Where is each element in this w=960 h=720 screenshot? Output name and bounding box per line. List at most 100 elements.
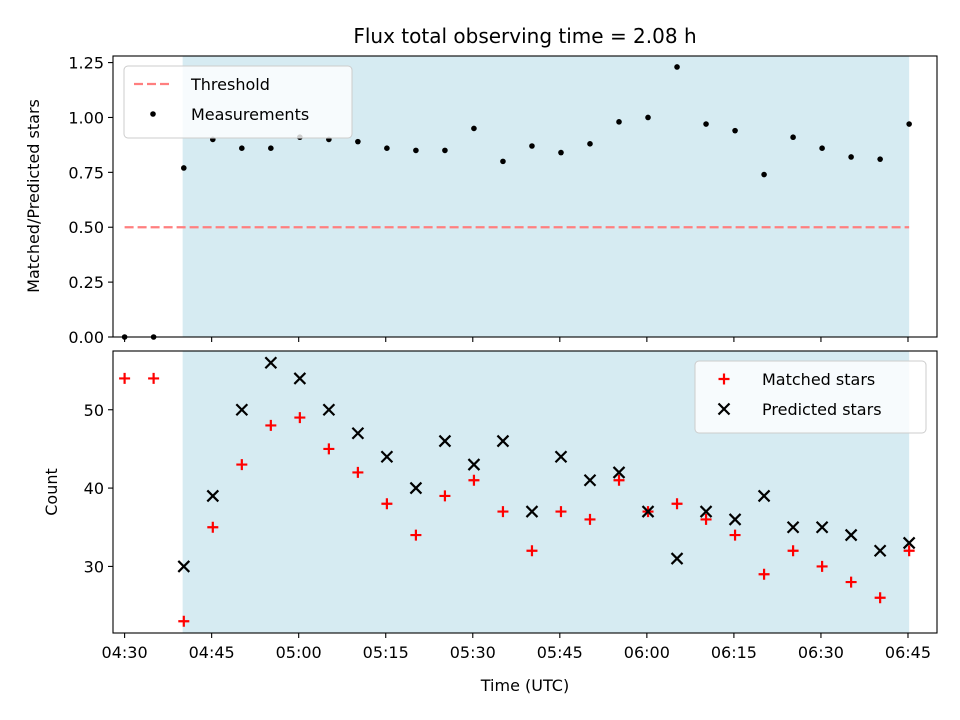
series-1-point-7 bbox=[322, 403, 336, 417]
y-tick-label-1: 0.25 bbox=[68, 273, 104, 292]
legend-swatch-1 bbox=[717, 402, 731, 416]
series-0-point-8 bbox=[355, 138, 361, 145]
series-0-point-14 bbox=[526, 545, 538, 557]
legend-swatch-0 bbox=[718, 373, 730, 385]
y-tick-label-1: 40 bbox=[84, 479, 104, 498]
series-1-point-4 bbox=[235, 403, 249, 417]
series-1-point-8 bbox=[351, 426, 365, 440]
y-tick-label-0: 0.00 bbox=[68, 328, 104, 347]
series-1-point-19 bbox=[670, 552, 684, 565]
series-0-point-5 bbox=[268, 145, 274, 152]
series-1-point-15 bbox=[554, 450, 568, 464]
series-1-point-27 bbox=[902, 536, 916, 550]
y-tick-label-2: 0.50 bbox=[68, 218, 104, 237]
series-0-point-3 bbox=[207, 521, 219, 533]
series-1-point-23 bbox=[786, 520, 800, 534]
series-0-point-20 bbox=[700, 513, 712, 525]
series-0-point-27 bbox=[903, 545, 915, 557]
y-tick-label-5: 1.25 bbox=[68, 54, 104, 73]
series-0-point-2 bbox=[178, 615, 190, 627]
series-0-point-21 bbox=[732, 127, 738, 134]
series-0-point-17 bbox=[616, 119, 622, 125]
x-tick-label-7: 06:15 bbox=[711, 643, 757, 662]
series-1-point-22 bbox=[757, 489, 771, 503]
series-1-point-6 bbox=[293, 372, 307, 385]
legend-label-1: Measurements bbox=[191, 105, 309, 124]
series-0-point-22 bbox=[761, 171, 767, 178]
series-1-point-21 bbox=[728, 513, 742, 526]
series-0-point-10 bbox=[410, 529, 422, 541]
series-0-point-26 bbox=[877, 156, 883, 162]
y-tick-label-2: 50 bbox=[84, 401, 104, 420]
series-1-point-25 bbox=[844, 528, 858, 542]
legend-box bbox=[694, 360, 927, 434]
series-0-point-6 bbox=[294, 412, 306, 424]
series-0-point-1 bbox=[148, 372, 160, 384]
series-0-point-5 bbox=[265, 419, 277, 431]
series-0-point-14 bbox=[529, 143, 535, 149]
series-0-point-19 bbox=[674, 64, 680, 70]
series-1-point-14 bbox=[525, 505, 539, 518]
series-1-point-26 bbox=[873, 544, 887, 558]
series-0-point-22 bbox=[758, 568, 770, 580]
series-1-point-11 bbox=[438, 434, 452, 448]
series-0-point-16 bbox=[587, 141, 593, 147]
series-0-point-4 bbox=[236, 459, 248, 471]
series-0-point-25 bbox=[848, 154, 854, 160]
series-0-point-12 bbox=[468, 474, 480, 486]
series-0-point-21 bbox=[729, 529, 741, 541]
x-tick-label-6: 06:00 bbox=[624, 643, 670, 662]
series-0-point-20 bbox=[703, 121, 709, 127]
series-0-point-24 bbox=[816, 560, 828, 572]
series-0-point-13 bbox=[497, 506, 509, 518]
x-tick-label-4: 05:30 bbox=[450, 643, 496, 662]
series-0-point-15 bbox=[555, 506, 567, 518]
x-axis-label: Time (UTC) bbox=[480, 676, 569, 695]
series-0-point-17 bbox=[613, 474, 625, 486]
x-tick-label-0: 04:30 bbox=[102, 643, 148, 662]
series-0-point-25 bbox=[845, 576, 857, 588]
series-0-point-24 bbox=[819, 145, 825, 152]
series-1-point-24 bbox=[815, 520, 829, 534]
series-0-point-7 bbox=[323, 443, 335, 455]
axes-frame bbox=[112, 55, 938, 338]
series-1-point-2 bbox=[177, 560, 191, 573]
ratio-panel: 0.00 0.25 0.50 0.75 1.00 1.25 Threshold Measure… bbox=[68, 54, 938, 347]
series-0-point-18 bbox=[645, 114, 651, 121]
x-tick-label-2: 05:00 bbox=[276, 643, 322, 662]
x-tick-label-9: 06:45 bbox=[885, 643, 931, 662]
series-0-point-23 bbox=[787, 545, 799, 557]
axes-frame bbox=[112, 350, 938, 634]
series-0-point-9 bbox=[384, 145, 390, 152]
legend: Threshold Measurements bbox=[123, 65, 353, 139]
series-1-point-10 bbox=[409, 481, 423, 495]
series-0-point-11 bbox=[442, 147, 448, 154]
bottom-y-axis-label: Count bbox=[42, 468, 61, 516]
series-1-point-20 bbox=[699, 505, 713, 518]
series-1-point-13 bbox=[496, 434, 510, 448]
series-0-point-2 bbox=[180, 165, 187, 171]
chart-title: Flux total observing time = 2.08 h bbox=[353, 24, 696, 48]
x-tick-label-1: 04:45 bbox=[189, 643, 235, 662]
series-0-point-23 bbox=[790, 134, 796, 141]
series-0-point-12 bbox=[471, 125, 477, 132]
series-0-point-13 bbox=[500, 158, 506, 165]
legend-label-0: Matched stars bbox=[762, 370, 875, 389]
legend: Matched stars Predicted stars bbox=[694, 360, 927, 434]
series-0-point-10 bbox=[413, 147, 419, 154]
series-0-point-16 bbox=[584, 513, 596, 525]
legend-label-0: Threshold bbox=[190, 75, 270, 94]
series-0-point-26 bbox=[874, 592, 886, 604]
series-0-point-9 bbox=[381, 498, 393, 510]
legend-swatch-1 bbox=[150, 111, 156, 117]
series-1-point-16 bbox=[583, 473, 597, 487]
series-0-point-27 bbox=[906, 121, 912, 127]
series-0-point-4 bbox=[239, 145, 245, 152]
series-1-point-17 bbox=[612, 466, 626, 479]
y-tick-label-0: 30 bbox=[84, 557, 104, 576]
x-tick-label-3: 05:15 bbox=[363, 643, 409, 662]
series-1-point-12 bbox=[467, 458, 481, 471]
top-y-axis-label: Matched/Predicted stars bbox=[24, 99, 43, 293]
series-0-point-0 bbox=[119, 372, 131, 384]
